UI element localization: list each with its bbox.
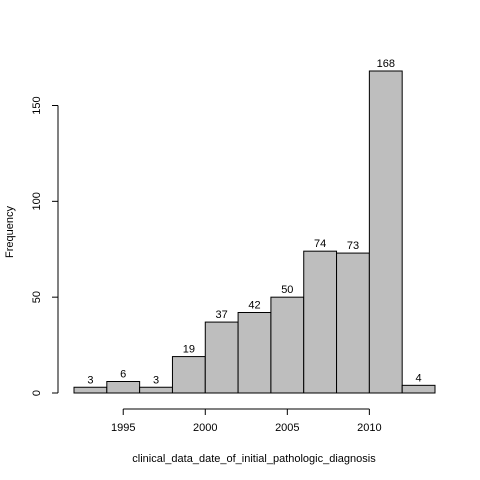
bar-value-label: 6	[120, 369, 126, 381]
x-axis: 1995 2000 2005 2010	[111, 408, 382, 434]
histogram-bar	[139, 386, 173, 394]
bar-value-label: 4	[416, 372, 422, 384]
x-axis-label: clinical_data_date_of_initial_pathologic…	[132, 453, 376, 465]
y-tick-label: 50	[31, 291, 43, 303]
histogram-bar	[336, 252, 370, 394]
histogram-bar	[401, 384, 436, 394]
histogram-bar	[204, 321, 239, 394]
bar-value-label: 73	[347, 240, 359, 252]
y-tick-label: 150	[31, 96, 43, 114]
histogram-bar	[270, 296, 305, 394]
bar-labels-group: 3 6 3 19 37 42 50 74 73 168 4	[87, 58, 421, 386]
histogram-bar	[303, 250, 338, 394]
bar-value-label: 50	[281, 284, 293, 296]
bar-value-label: 37	[216, 309, 228, 321]
y-axis-label: Frequency	[4, 206, 16, 258]
bar-value-label: 3	[153, 374, 159, 386]
y-axis: 0 50 100 150	[31, 96, 59, 396]
histogram-bar	[237, 312, 272, 394]
bar-value-label: 3	[87, 374, 93, 386]
bar-value-label: 19	[183, 344, 195, 356]
histogram-bar	[106, 381, 141, 394]
bar-value-label: 74	[314, 238, 326, 250]
histogram-bar	[171, 356, 206, 394]
bar-value-label: 42	[248, 300, 260, 312]
bar-value-label: 168	[377, 58, 395, 70]
x-tick-label: 2000	[193, 422, 217, 434]
bars-group	[73, 70, 436, 394]
x-tick-label: 2005	[275, 422, 299, 434]
histogram-bar	[368, 70, 403, 394]
y-tick-label: 0	[31, 390, 43, 396]
x-tick-label: 2010	[357, 422, 381, 434]
histogram-bar	[73, 386, 108, 394]
y-tick-label: 100	[31, 192, 43, 210]
x-tick-label: 1995	[111, 422, 135, 434]
